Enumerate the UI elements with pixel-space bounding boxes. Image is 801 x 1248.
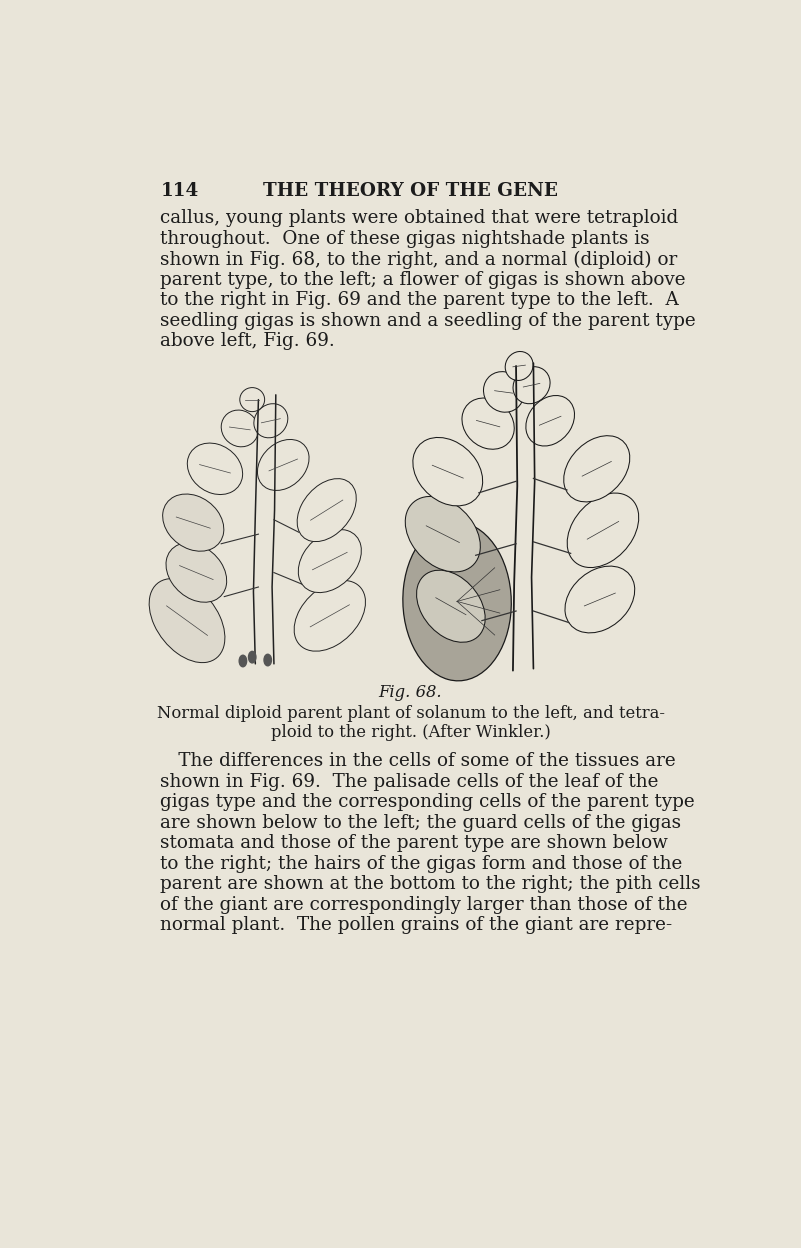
- Ellipse shape: [505, 352, 533, 381]
- Ellipse shape: [564, 436, 630, 502]
- Text: are shown below to the left; the guard cells of the gigas: are shown below to the left; the guard c…: [160, 814, 682, 831]
- Text: Normal diploid parent plant of solanum to the left, and tetra-: Normal diploid parent plant of solanum t…: [156, 705, 665, 723]
- Text: The differences in the cells of some of the tissues are: The differences in the cells of some of …: [160, 753, 676, 770]
- Text: ploid to the right. (After Winkler.): ploid to the right. (After Winkler.): [271, 724, 550, 741]
- Ellipse shape: [221, 411, 259, 447]
- Text: shown in Fig. 69.  The palisade cells of the leaf of the: shown in Fig. 69. The palisade cells of …: [160, 773, 659, 791]
- Text: normal plant.  The pollen grains of the giant are repre-: normal plant. The pollen grains of the g…: [160, 916, 673, 934]
- Ellipse shape: [187, 443, 243, 494]
- Circle shape: [248, 651, 256, 663]
- Text: to the right; the hairs of the gigas form and those of the: to the right; the hairs of the gigas for…: [160, 855, 682, 872]
- Ellipse shape: [298, 529, 361, 593]
- Ellipse shape: [163, 494, 223, 552]
- Text: of the giant are correspondingly larger than those of the: of the giant are correspondingly larger …: [160, 896, 688, 914]
- Ellipse shape: [513, 367, 550, 403]
- Text: throughout.  One of these gigas nightshade plants is: throughout. One of these gigas nightshad…: [160, 230, 650, 248]
- Text: THE THEORY OF THE GENE: THE THEORY OF THE GENE: [263, 182, 558, 201]
- Ellipse shape: [413, 438, 483, 505]
- Text: shown in Fig. 68, to the right, and a normal (diploid) or: shown in Fig. 68, to the right, and a no…: [160, 251, 678, 268]
- Ellipse shape: [149, 579, 225, 663]
- Ellipse shape: [257, 439, 309, 490]
- Ellipse shape: [565, 567, 634, 633]
- Text: stomata and those of the parent type are shown below: stomata and those of the parent type are…: [160, 834, 668, 852]
- Text: parent are shown at the bottom to the right; the pith cells: parent are shown at the bottom to the ri…: [160, 875, 701, 894]
- Ellipse shape: [405, 497, 481, 572]
- Ellipse shape: [403, 522, 511, 681]
- Text: 114: 114: [160, 182, 199, 201]
- Ellipse shape: [294, 580, 365, 651]
- Ellipse shape: [526, 396, 574, 446]
- Text: above left, Fig. 69.: above left, Fig. 69.: [160, 332, 335, 351]
- Text: gigas type and the corresponding cells of the parent type: gigas type and the corresponding cells o…: [160, 794, 695, 811]
- Ellipse shape: [417, 570, 485, 643]
- Ellipse shape: [254, 403, 288, 438]
- Text: parent type, to the left; a flower of gigas is shown above: parent type, to the left; a flower of gi…: [160, 271, 686, 288]
- Text: seedling gigas is shown and a seedling of the parent type: seedling gigas is shown and a seedling o…: [160, 312, 696, 329]
- Ellipse shape: [484, 372, 524, 412]
- Text: to the right in Fig. 69 and the parent type to the left.  A: to the right in Fig. 69 and the parent t…: [160, 291, 679, 310]
- Text: callus, young plants were obtained that were tetraploid: callus, young plants were obtained that …: [160, 210, 678, 227]
- Ellipse shape: [567, 493, 638, 568]
- Ellipse shape: [239, 388, 264, 412]
- Ellipse shape: [462, 398, 514, 449]
- Circle shape: [264, 654, 272, 665]
- Ellipse shape: [297, 479, 356, 542]
- Circle shape: [239, 655, 247, 666]
- Ellipse shape: [166, 543, 227, 603]
- Text: Fig. 68.: Fig. 68.: [379, 684, 442, 701]
